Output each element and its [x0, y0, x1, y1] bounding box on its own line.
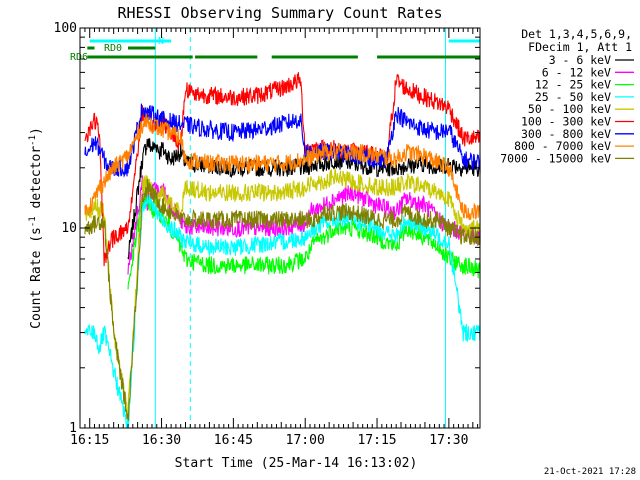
y-tick-label-1: 10: [61, 221, 77, 236]
x-axis-label: Start Time (25-Mar-14 16:13:02): [175, 456, 418, 471]
flag-bars: N RD0 RD6: [70, 36, 480, 63]
x-tick-label-0: 16:15: [70, 433, 109, 448]
axis-ticks: 16:15 16:30 16:45 17:00 17:15 17:30 1 10 100: [54, 21, 480, 448]
legend-label-1: 6 - 12 keV: [542, 65, 611, 79]
date-stamp: 21-Oct-2021 17:28: [544, 467, 636, 477]
series-line-8: [84, 178, 481, 421]
legend-header-line-1: Det 1,3,4,5,6,9,: [521, 27, 632, 41]
x-tick-label-5: 17:30: [429, 433, 468, 448]
x-tick-label-4: 17:15: [357, 433, 396, 448]
y-tick-label-0: 1: [69, 421, 77, 436]
legend-label-7: 800 - 7000 keV: [514, 139, 611, 153]
flag-label-n: N: [158, 36, 164, 47]
flag-label-rd0: RD0: [104, 43, 122, 54]
x-tick-label-3: 17:00: [286, 433, 325, 448]
x-tick-label-1: 16:30: [142, 433, 181, 448]
legend-label-4: 50 - 100 keV: [528, 102, 611, 116]
chart-title: RHESSI Observing Summary Count Rates: [117, 4, 442, 22]
legend-label-8: 7000 - 15000 keV: [500, 151, 611, 165]
series-lines: [84, 72, 481, 429]
x-tick-label-2: 16:45: [214, 433, 253, 448]
legend-label-0: 3 - 6 keV: [549, 53, 611, 67]
legend-label-2: 12 - 25 keV: [535, 78, 611, 92]
y-axis-label: Count Rate (s-1 detector-1): [28, 127, 44, 329]
legend-label-5: 100 - 300 keV: [521, 115, 611, 129]
flag-label-rd6: RD6: [70, 52, 88, 63]
series-line-2: [127, 190, 481, 290]
legend: Det 1,3,4,5,6,9, FDecim 1, Att 1 3 - 6 k…: [500, 27, 634, 165]
legend-header-line-2: FDecim 1, Att 1: [528, 40, 632, 54]
y-tick-label-2: 100: [54, 21, 77, 36]
legend-label-6: 300 - 800 keV: [521, 127, 611, 141]
legend-label-3: 25 - 50 keV: [535, 90, 611, 104]
series-line-7: [84, 113, 481, 221]
